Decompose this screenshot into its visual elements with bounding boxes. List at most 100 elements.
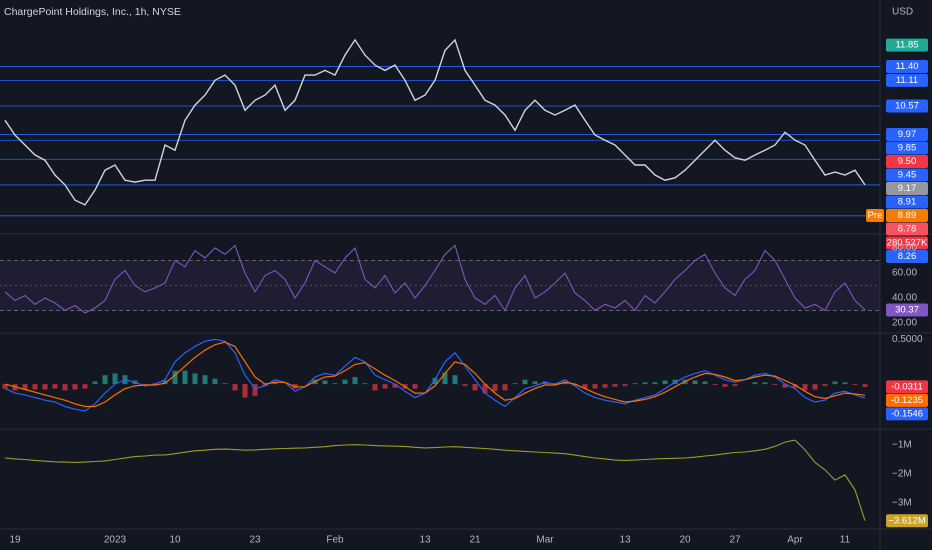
x-tick-label: 2023 [104,535,127,546]
histogram-bar [72,384,78,390]
histogram-bar [172,370,178,385]
y-tick-label: 40.00 [892,293,917,304]
price-label: 11.11 [896,75,918,86]
histogram-bar [192,373,198,385]
y-tick-label: −1M [892,440,912,451]
histogram-bar [812,384,818,390]
line-series [4,38,866,206]
histogram-bar [242,384,248,398]
histogram-bar [2,384,8,389]
histogram-bar [692,380,698,385]
histogram-bar [482,384,488,394]
histogram-bar [802,384,808,391]
histogram-bar [222,383,228,385]
histogram-bar [722,384,728,387]
histogram-bar [582,384,588,389]
x-tick-label: 13 [419,535,431,546]
histogram-bar [442,372,448,385]
y-tick-label: 60.00 [892,268,917,279]
price-label-box [886,99,928,113]
histogram-bar [332,383,338,385]
histogram-bar [472,384,478,391]
last-value-label-box [886,514,928,528]
line-series [4,244,866,314]
x-tick-label: 23 [249,535,261,546]
histogram-bar [462,384,468,386]
last-value-label: -0.1546 [891,408,923,419]
histogram-bar [852,384,858,386]
last-value-label-box [886,380,928,394]
price-label: 9.50 [898,156,917,167]
histogram-bar [522,379,528,385]
price-label-box [886,168,928,182]
histogram-bar [52,384,58,389]
price-label-box [886,182,928,196]
x-tick-label: Apr [787,535,803,546]
y-tick-label: 20.00 [892,318,917,329]
price-label-box [886,60,928,74]
x-tick-label: Mar [536,535,554,546]
y-tick-label: 0.5000 [892,334,923,345]
histogram-bar [342,379,348,385]
histogram-bar [602,384,608,388]
price-label-box [886,222,928,236]
histogram-bar [252,384,258,396]
price-label-box [886,155,928,169]
histogram-bar [792,384,798,388]
price-label: 8.26 [898,251,917,262]
histogram-bar [762,382,768,385]
x-tick-label: 27 [729,535,741,546]
histogram-bar [62,384,68,391]
histogram-bar [862,384,868,387]
histogram-bar [82,384,88,389]
price-label: 10.57 [895,101,919,112]
histogram-bar [452,375,458,385]
histogram-bar [232,384,238,391]
x-tick-label: 20 [679,535,691,546]
currency: USD [892,7,913,18]
price-label-box [886,141,928,155]
histogram-bar [432,377,438,385]
last-value-label-box [886,393,928,407]
pre-tag: Pre [868,210,883,221]
price-label: 11.40 [895,61,918,72]
x-tick-label: 19 [9,535,21,546]
x-tick-label: 11 [840,535,851,546]
price-label: 9.97 [898,129,917,140]
histogram-bar [532,381,538,385]
last-value-label: −3.612M [888,515,925,526]
last-value-label: 30.37 [895,305,919,316]
histogram-bar [112,373,118,385]
price-label-box [886,209,928,223]
line-series [4,439,866,521]
histogram-bar [842,382,848,385]
last-value-label: -0.0311 [891,381,923,392]
histogram-bar [102,375,108,385]
histogram-bar [782,384,788,388]
histogram-bar [372,384,378,391]
last-value-label-box [886,407,928,421]
line-series [4,341,866,408]
x-tick-label: 21 [469,535,481,546]
last-value-label: -0.1235 [891,395,923,406]
y-tick-label: −3M [892,498,912,509]
price-label: 8.89 [898,210,917,221]
x-tick-label: 10 [169,535,181,546]
histogram-bar [832,381,838,385]
y-tick-label: −2M [892,469,912,480]
price-label-box [886,195,928,209]
price-label: 9.17 [898,183,917,194]
histogram-bar [622,384,628,386]
histogram-bar [32,384,38,390]
histogram-bar [642,382,648,385]
histogram-bar [572,384,578,386]
histogram-bar [212,378,218,385]
histogram-bar [362,383,368,385]
histogram-bar [772,384,778,386]
histogram-bar [632,383,638,385]
histogram-bar [352,376,358,385]
price-label: 11.85 [895,40,918,51]
